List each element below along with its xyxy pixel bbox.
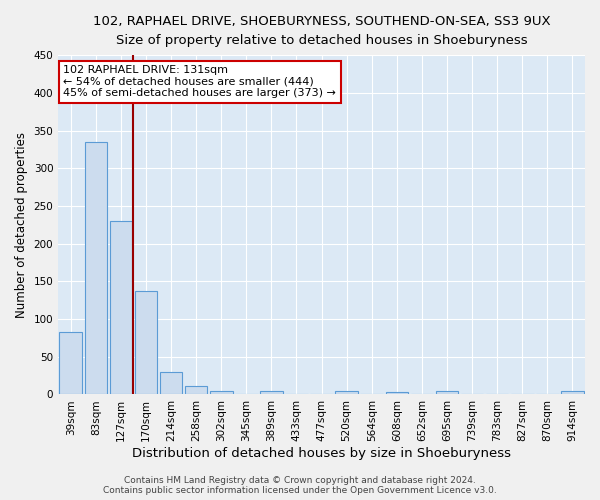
Bar (134, 291, 157, 395)
Bar (386, 392, 408, 394)
Bar (436, 392, 458, 394)
Bar (561, 392, 584, 394)
Bar (210, 392, 233, 394)
Text: 102 RAPHAEL DRIVE: 131sqm
← 54% of detached houses are smaller (444)
45% of semi: 102 RAPHAEL DRIVE: 131sqm ← 54% of detac… (64, 66, 337, 98)
Text: Contains HM Land Registry data © Crown copyright and database right 2024.
Contai: Contains HM Land Registry data © Crown c… (103, 476, 497, 495)
Bar (185, 386, 208, 394)
Bar (335, 392, 358, 394)
Bar (260, 390, 283, 394)
Y-axis label: Number of detached properties: Number of detached properties (15, 132, 28, 318)
Bar (59, 332, 82, 394)
Bar (85, 142, 107, 395)
Title: 102, RAPHAEL DRIVE, SHOEBURYNESS, SOUTHEND-ON-SEA, SS3 9UX
Size of property rela: 102, RAPHAEL DRIVE, SHOEBURYNESS, SOUTHE… (93, 15, 550, 47)
X-axis label: Distribution of detached houses by size in Shoeburyness: Distribution of detached houses by size … (132, 447, 511, 460)
Bar (110, 221, 132, 394)
Bar (160, 372, 182, 394)
